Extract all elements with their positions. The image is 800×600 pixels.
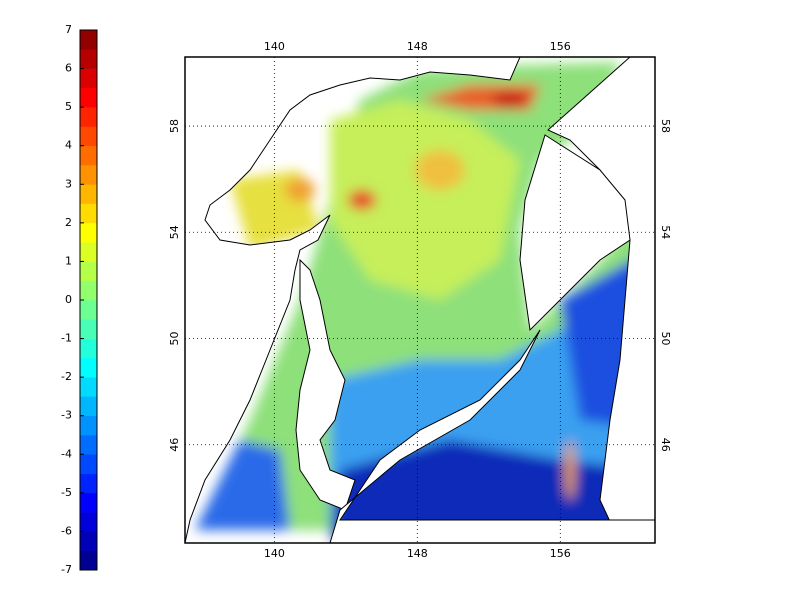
colorbar-segment [80, 550, 97, 571]
lon-tick-label: 156 [550, 547, 571, 560]
lon-tick-label: 148 [407, 40, 428, 53]
lat-tick-label: 58 [659, 119, 672, 133]
colorbar-segment [80, 415, 97, 436]
colorbar-segment [80, 165, 97, 185]
colorbar-tick-label: 2 [65, 216, 72, 229]
colorbar-segment [80, 222, 97, 243]
lat-tick-label: 50 [659, 332, 672, 346]
colorbar-segment [80, 512, 97, 532]
colorbar-tick-label: -4 [61, 447, 72, 460]
colorbar-segment [80, 49, 97, 69]
lon-tick-label: 140 [264, 547, 285, 560]
colorbar-tick-label: 3 [65, 177, 72, 190]
colorbar-tick-label: -6 [61, 524, 72, 537]
colorbar-segment [80, 145, 97, 166]
lat-tick-label: 54 [659, 225, 672, 239]
lat-tick-label: 58 [168, 119, 181, 133]
colorbar-segment [80, 396, 97, 417]
colorbar-segment [80, 242, 97, 262]
lon-tick-label: 156 [550, 40, 571, 53]
colorbar-segment [80, 531, 97, 552]
colorbar-segment [80, 300, 97, 320]
lat-tick-label: 46 [659, 438, 672, 452]
colorbar-tick-label: -2 [61, 370, 72, 383]
colorbar-segment [80, 184, 97, 204]
colorbar-segment [80, 319, 97, 339]
colorbar-segment [80, 30, 97, 50]
map-frame [184, 56, 656, 544]
colorbar-tick-label: -7 [61, 563, 72, 576]
colorbar-segment [80, 280, 97, 301]
colorbar-tick-label: -5 [61, 486, 72, 499]
colorbar-tick-label: 0 [65, 293, 72, 306]
colorbar-segment [80, 68, 97, 89]
colorbar-segment [80, 377, 97, 397]
colorbar-segment [80, 203, 97, 224]
colorbar-tick-label: 6 [65, 62, 72, 75]
colorbar-tick-label: -1 [61, 332, 72, 345]
lat-tick-label: 54 [168, 225, 181, 239]
colorbar-tick-label: -3 [61, 409, 72, 422]
colorbar-segment [80, 126, 97, 147]
colorbar-segment [80, 492, 97, 513]
data-field [185, 57, 655, 543]
colorbar-segment [80, 454, 97, 474]
colorbar-segment [80, 87, 97, 108]
lon-tick-label: 148 [407, 547, 428, 560]
colorbar-tick-label: 4 [65, 139, 72, 152]
colorbar-segment [80, 338, 97, 359]
colorbar-segment [80, 435, 97, 455]
colorbar-tick-label: 5 [65, 100, 72, 113]
colorbar-segment [80, 473, 97, 494]
lon-tick-label: 140 [264, 40, 285, 53]
colorbar-segment [80, 261, 97, 282]
lat-tick-label: 50 [168, 332, 181, 346]
colorbar-segment [80, 357, 97, 378]
colorbar-segment [80, 107, 97, 127]
colorbar-tick-label: 1 [65, 254, 72, 267]
lat-tick-label: 46 [168, 438, 181, 452]
colorbar-tick-label: 7 [65, 23, 72, 36]
